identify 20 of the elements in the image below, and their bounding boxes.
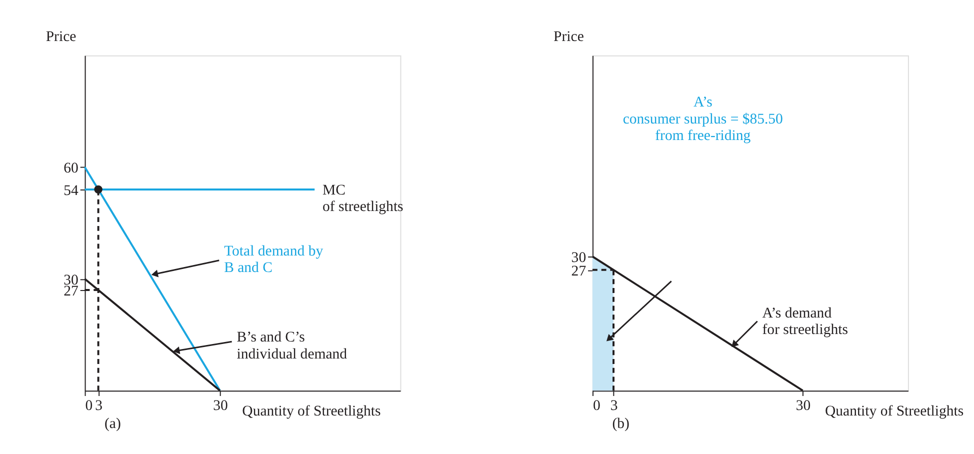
x-tick-label: 3	[95, 398, 102, 414]
annotation: B’s and C’s individual demand	[236, 330, 348, 362]
x-axis-title: Quantity of Streetlights	[242, 404, 382, 420]
y-axis-title: Price	[554, 29, 584, 46]
x-tick-label: 3	[610, 398, 618, 414]
y-tick-label: 60	[64, 160, 78, 177]
x-tick-label: 30	[796, 398, 811, 414]
x-tick-label: 0	[592, 398, 600, 414]
y-axis-title: Price	[46, 29, 77, 46]
text: (b)	[612, 416, 630, 432]
text: (a)	[104, 416, 121, 432]
annotation: MC of streetlights	[322, 182, 404, 216]
annotation: Total demand by B and C	[224, 243, 324, 276]
x-tick-label: 30	[213, 398, 228, 414]
x-axis-title: Quantity of Streetlights	[824, 404, 964, 420]
x-tick-label: 0	[85, 398, 93, 414]
y-tick-label: 54	[64, 182, 79, 199]
annotation: A’s demand for streetlights	[762, 305, 848, 338]
annotation: A’s consumer surplus = $85.50 from free-riding	[622, 94, 783, 144]
y-tick-label: 27	[571, 263, 586, 280]
